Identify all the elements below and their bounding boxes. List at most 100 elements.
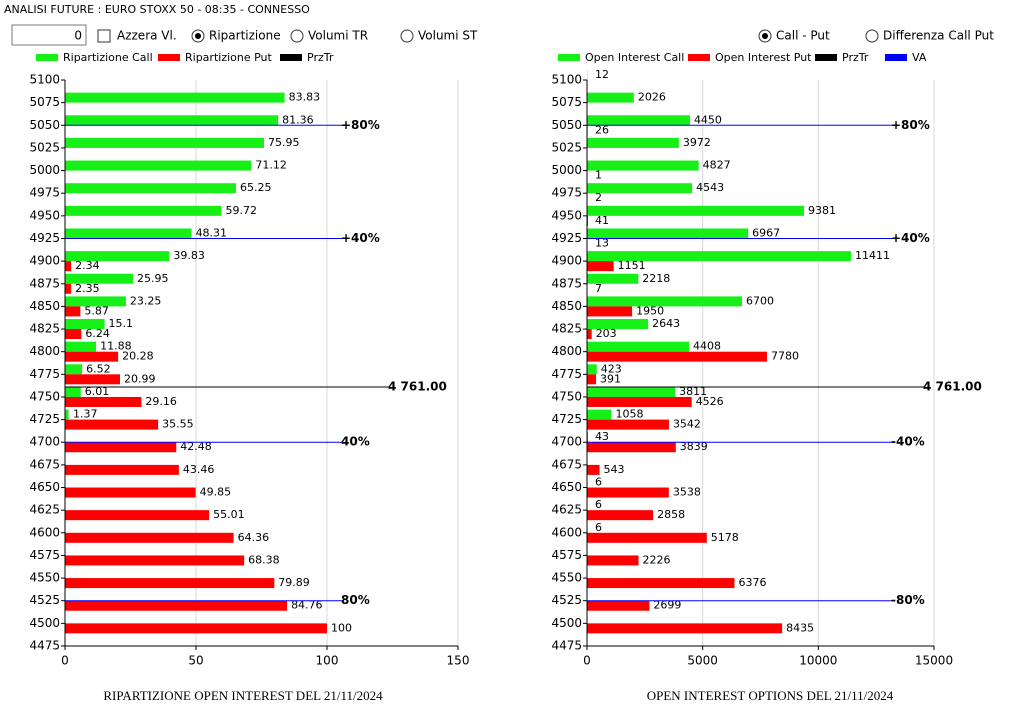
bar-value-label: 9381	[808, 204, 836, 217]
bar-value-label: 6700	[746, 294, 774, 307]
bar-value-label: 423	[601, 362, 622, 375]
bar	[65, 487, 196, 498]
legend-label: VA	[912, 51, 927, 64]
bar	[587, 464, 600, 475]
bar-value-label: 6	[595, 521, 602, 534]
bar-value-label: 11411	[855, 249, 890, 262]
bar-value-label: 1950	[636, 304, 664, 317]
bar	[65, 374, 120, 385]
bar-value-label: 543	[604, 463, 625, 476]
bar	[65, 532, 234, 543]
bar-value-label: 35.55	[162, 418, 194, 431]
bar-value-label: 6.52	[86, 362, 111, 375]
bar	[587, 386, 676, 397]
x-tick-label: 0	[61, 654, 69, 668]
bar	[587, 329, 592, 340]
bar-value-label: 49.85	[200, 486, 232, 499]
legend-swatch	[688, 54, 710, 61]
bar-value-label: 3542	[673, 418, 701, 431]
radio-button[interactable]	[865, 29, 879, 43]
bar	[65, 283, 72, 294]
bar	[587, 487, 669, 498]
bar-value-label: 81.36	[282, 113, 314, 126]
bar-value-label: 79.89	[278, 576, 310, 589]
bar	[587, 251, 851, 262]
y-tick-label: 4975	[551, 186, 582, 200]
bar	[587, 409, 612, 420]
bar	[587, 578, 735, 589]
bar	[65, 578, 275, 589]
bar	[587, 374, 597, 385]
bar-value-label: 41	[595, 214, 609, 227]
bar-value-label: 68.38	[248, 553, 279, 566]
radio-dot	[195, 33, 201, 39]
bar-value-label: 59.72	[225, 204, 257, 217]
bar-value-label: 71.12	[255, 159, 287, 172]
bar-value-label: 2643	[652, 317, 680, 330]
annotation-label: 4 761.00	[923, 379, 982, 393]
radio-label: Volumi TR	[308, 29, 368, 43]
y-tick-label: 4750	[29, 389, 60, 403]
bar	[587, 296, 742, 307]
bar-value-label: 4450	[694, 113, 722, 126]
bar-value-label: 2226	[642, 553, 670, 566]
y-tick-label: 4900	[29, 254, 60, 268]
y-tick-label: 4925	[29, 231, 60, 245]
y-tick-label: 4950	[29, 208, 60, 222]
legend-label: Open Interest Call	[585, 51, 684, 64]
bar	[587, 92, 634, 103]
radio-button[interactable]	[400, 29, 414, 43]
bar-value-label: 20.99	[124, 372, 156, 385]
legend-label: Ripartizione Call	[63, 51, 153, 64]
input-box[interactable]	[11, 24, 87, 46]
bar	[587, 306, 633, 317]
bar	[587, 351, 767, 362]
radio-label: Call - Put	[776, 29, 830, 43]
bar	[65, 296, 126, 307]
y-tick-label: 4500	[551, 616, 582, 630]
y-tick-label: 4475	[29, 639, 60, 653]
bar	[587, 183, 693, 194]
bar	[587, 137, 679, 148]
bar	[65, 555, 245, 566]
bar-value-label: 11.88	[100, 340, 132, 353]
y-tick-label: 4525	[551, 593, 582, 607]
bar	[587, 261, 614, 272]
input-value: 0	[74, 29, 82, 43]
y-tick-label: 4925	[551, 231, 582, 245]
bar	[65, 396, 142, 407]
y-tick-label: 4650	[551, 480, 582, 494]
legend-swatch	[885, 54, 907, 61]
bar	[65, 409, 69, 420]
bar-value-label: 1151	[618, 259, 646, 272]
bar	[65, 364, 83, 375]
bar	[587, 419, 669, 430]
bar-value-label: 203	[596, 327, 617, 340]
bar	[587, 273, 639, 284]
y-tick-label: 5050	[551, 118, 582, 132]
x-tick-label: 15000	[915, 654, 953, 668]
bar	[587, 364, 597, 375]
radio-label: Volumi ST	[418, 29, 478, 43]
y-tick-label: 4850	[29, 299, 60, 313]
bar-value-label: 3972	[683, 136, 711, 149]
bar	[65, 419, 159, 430]
bar	[65, 510, 210, 521]
y-tick-label: 4850	[551, 299, 582, 313]
bar-value-label: 2699	[653, 599, 681, 612]
bar-value-label: 2858	[657, 508, 685, 521]
bar	[65, 319, 105, 330]
bar-value-label: 6967	[752, 226, 780, 239]
bar-value-label: 5.87	[84, 304, 109, 317]
y-tick-label: 4550	[29, 571, 60, 585]
bar-value-label: 6.01	[85, 385, 110, 398]
x-tick-label: 50	[188, 654, 203, 668]
y-tick-label: 5000	[29, 163, 60, 177]
annotation-label: +40%	[341, 231, 380, 245]
checkbox[interactable]	[97, 29, 111, 43]
y-tick-label: 4550	[551, 571, 582, 585]
radio-button[interactable]	[290, 29, 304, 43]
bar	[587, 442, 676, 453]
